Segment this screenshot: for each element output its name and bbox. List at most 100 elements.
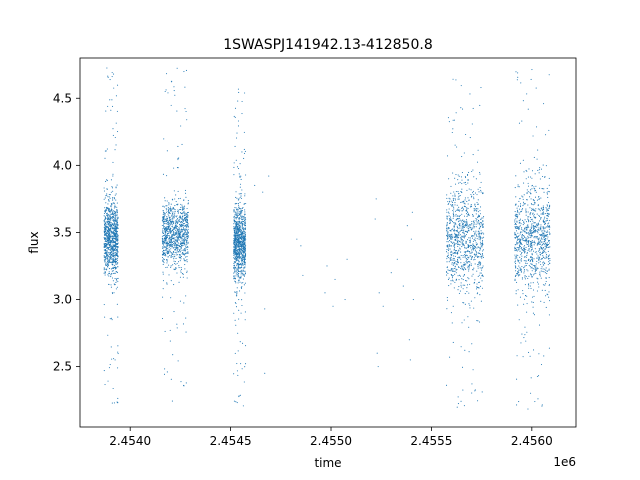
data-point [451,259,453,261]
data-point [241,286,243,288]
data-point [477,320,479,322]
data-point [114,254,117,256]
data-point [516,243,518,245]
data-point [237,214,239,216]
data-point [236,370,238,372]
data-point [548,231,550,233]
data-point [475,254,477,256]
data-point [179,222,181,224]
data-point [241,100,243,103]
data-point [547,246,549,248]
data-point [185,229,187,231]
data-point [538,259,540,261]
data-point [178,230,180,233]
data-point [105,240,107,242]
data-point [461,240,463,242]
data-point [239,290,241,292]
data-point [450,283,452,285]
data-point [172,218,174,220]
data-point [540,277,542,279]
data-point [235,224,237,226]
data-point [110,210,112,212]
data-point [164,214,166,216]
data-point [116,110,118,112]
data-point [466,232,469,234]
data-point [242,253,245,255]
data-point [165,228,167,230]
data-point [460,400,462,402]
data-point [472,246,474,248]
data-point [542,233,544,235]
data-point [528,234,530,236]
data-point [243,131,245,133]
data-point [235,275,237,277]
data-point [113,402,115,404]
data-point [468,351,470,353]
data-point [114,232,116,234]
data-point [109,318,111,320]
data-point [108,246,111,248]
data-point [165,248,167,250]
data-point [170,242,172,244]
data-point [106,250,108,252]
data-point [446,261,448,263]
data-point [109,205,112,207]
data-point [176,231,178,233]
data-point [233,220,235,222]
data-point [525,169,527,171]
data-point [161,235,163,237]
data-point [239,231,241,233]
data-point [162,242,164,244]
data-point [235,247,238,249]
data-point [549,259,551,262]
data-point [515,175,517,177]
data-point [522,290,524,292]
data-point [169,236,172,238]
data-point [529,260,532,262]
data-point [461,210,463,212]
data-point [545,244,547,247]
data-point [452,269,454,271]
data-point [458,257,460,259]
data-point [527,237,529,239]
data-point [466,287,468,289]
data-point [462,236,464,238]
data-point [107,274,109,276]
data-point [548,277,550,279]
data-point [517,238,519,241]
data-point [464,220,466,223]
data-point [106,240,108,242]
data-point [240,193,242,195]
data-point [477,264,479,266]
data-point [236,255,238,257]
data-point [175,239,177,241]
data-point [537,169,539,171]
data-point [457,245,459,247]
data-point [168,211,170,213]
data-point [242,227,244,229]
data-point [163,222,165,224]
data-point [237,203,239,205]
data-point [111,204,113,206]
data-point [180,203,182,205]
data-point [526,229,528,231]
data-point [161,224,163,227]
data-point [109,228,112,230]
data-point [530,203,532,205]
data-point [446,238,448,240]
data-point [533,295,535,297]
data-point [520,82,522,84]
data-point [521,234,523,236]
data-point [105,202,107,204]
data-point [178,216,180,218]
data-point [446,218,448,220]
data-point [105,253,107,255]
data-point [455,173,457,176]
data-point [527,185,530,187]
data-point [479,227,481,229]
data-point [175,252,177,254]
data-point [233,275,235,277]
data-point [183,223,185,225]
data-point [471,256,474,258]
data-point [468,199,470,201]
